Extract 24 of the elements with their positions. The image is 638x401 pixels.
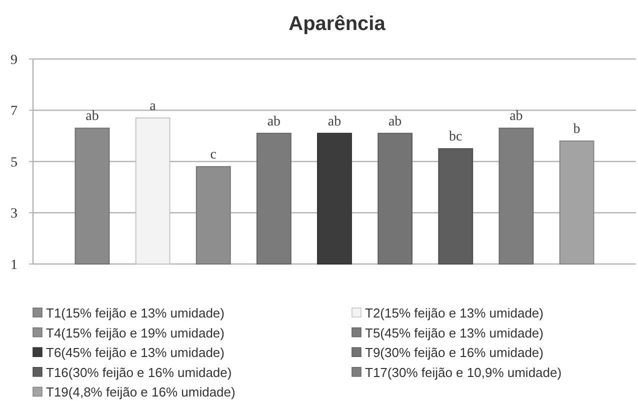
data-label: ab [86,109,99,124]
legend-label: T2(15% feijão e 13% umidade) [365,306,544,320]
legend-label: T9(30% feijão e 16% umidade) [365,345,544,360]
data-label: ab [388,114,402,130]
legend-label: T6(45% feijão e 13% umidade) [46,345,224,360]
data-label: a [150,98,157,114]
legend-label: T5(45% feijão e 13% umidade) [365,325,544,340]
y-tick-label: 9 [10,52,18,68]
data-label: c [210,148,216,163]
legend-label: T1(15% feijão e 13% umidade) [46,306,224,320]
legend-label: T4(15% feijão e 19% umidade) [46,325,224,340]
y-tick-label: 5 [10,155,18,170]
legend-label: T16(30% feijão e 16% umidade) [46,364,232,380]
data-label: ab [267,114,281,130]
y-tick-label: 3 [10,206,18,222]
data-label: ab [510,109,523,124]
data-label: bc [449,130,462,145]
y-tick-label: 7 [10,104,18,120]
y-tick-label: 1 [10,258,18,273]
data-label: b [573,122,580,137]
legend-label: T19(4,8% feijão e 16% umidade) [46,384,236,400]
data-label: ab [328,114,342,130]
legend-label: T17(30% feijão e 10,9% umidade) [365,364,562,380]
chart-title: Aparência [288,13,386,35]
